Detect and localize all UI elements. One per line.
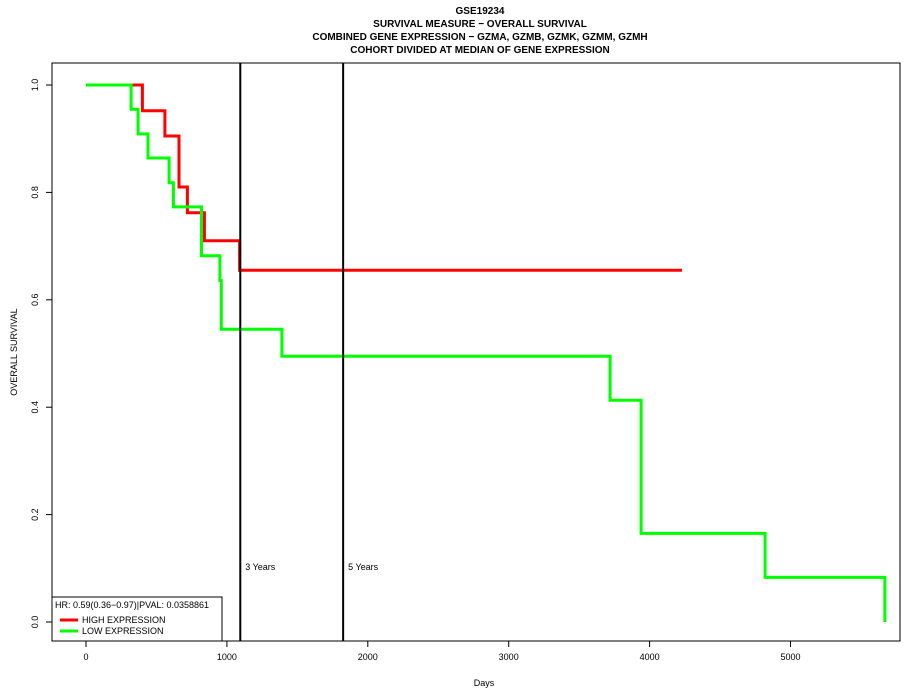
y-axis: 0.0 0.2 0.4 0.6 0.8 1.0 (30, 79, 53, 629)
y-tick-label: 0.8 (30, 186, 40, 199)
x-tick-label: 3000 (499, 652, 519, 662)
legend-label-low: LOW EXPRESSION (82, 626, 164, 636)
x-tick-label: 1000 (217, 652, 237, 662)
x-tick-label: 0 (83, 652, 88, 662)
reference-line-label: 3 Years (245, 562, 276, 572)
y-tick-label: 1.0 (30, 79, 40, 92)
series-line-low-expression (86, 83, 887, 622)
y-axis-label: OVERALL SURVIVAL (9, 308, 19, 395)
series-line-high-expression (132, 83, 682, 272)
reference-lines: 3 Years 5 Years (239, 63, 379, 641)
legend: HR: 0.59(0.36−0.97)|PVAL: 0.0358861 HIGH… (51, 596, 223, 642)
chart-title-line-3: COMBINED GENE EXPRESSION − GZMA, GZMB, G… (312, 32, 647, 43)
chart-title-line-2: SURVIVAL MEASURE − OVERALL SURVIVAL (373, 19, 587, 30)
x-tick-label: 4000 (640, 652, 660, 662)
y-tick-label: 0.4 (30, 401, 40, 414)
x-axis-label: Days (474, 678, 495, 688)
legend-box (51, 596, 223, 642)
reference-line-label: 5 Years (348, 562, 379, 572)
y-tick-label: 0.2 (30, 508, 40, 521)
x-tick-label: 5000 (780, 652, 800, 662)
x-tick-label: 2000 (358, 652, 378, 662)
legend-header: HR: 0.59(0.36−0.97)|PVAL: 0.0358861 (55, 600, 209, 610)
chart-title-block: GSE19234 SURVIVAL MEASURE − OVERALL SURV… (312, 6, 647, 56)
x-axis: 0 1000 2000 3000 4000 5000 (83, 640, 801, 662)
legend-label-high: HIGH EXPRESSION (82, 615, 166, 625)
y-tick-label: 0.0 (30, 616, 40, 629)
chart-title-line-1: GSE19234 (456, 6, 505, 17)
y-tick-label: 0.6 (30, 294, 40, 307)
series-layer (86, 83, 887, 622)
chart-title-line-4: COHORT DIVIDED AT MEDIAN OF GENE EXPRESS… (350, 45, 609, 56)
